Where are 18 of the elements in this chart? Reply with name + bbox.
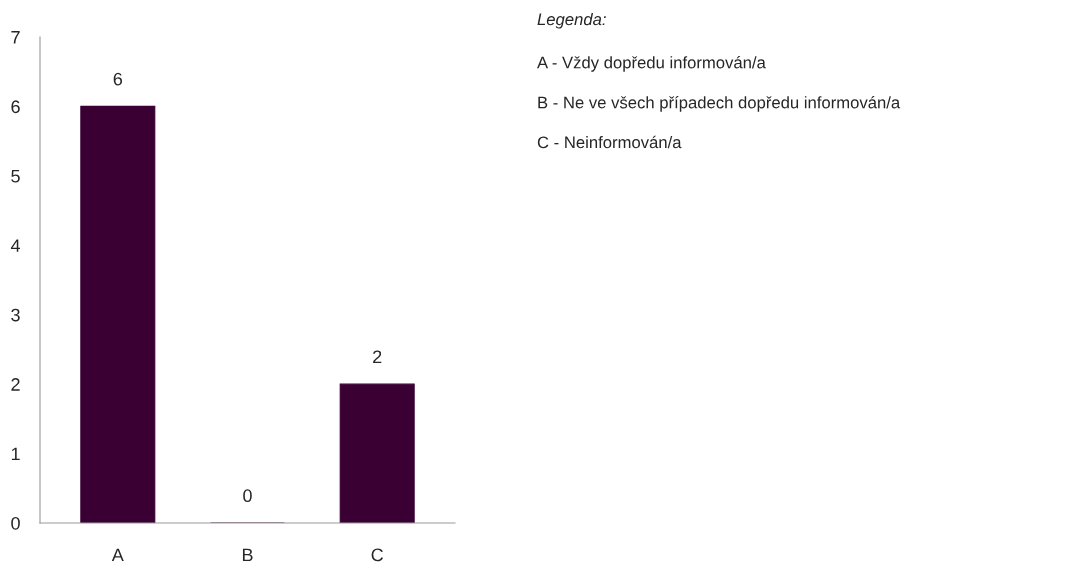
- y-tick-label: 2: [11, 378, 20, 391]
- y-tick-label: 5: [11, 169, 20, 183]
- text: C - Neinformován/a: [537, 135, 682, 149]
- x-tick-label: A: [111, 548, 124, 562]
- text: B - Ne ve všech případech dopředu informován/a: [538, 96, 901, 112]
- x-tick-label: B: [242, 548, 253, 562]
- y-tick-label: 7: [11, 31, 20, 44]
- y-tick-label: 0: [11, 516, 20, 530]
- data-label: 6: [113, 72, 123, 86]
- y-tick-label: 3: [11, 308, 20, 322]
- data-label: 2: [373, 350, 382, 364]
- y-tick-label: 1: [11, 447, 20, 461]
- x-tick-label: C: [371, 548, 384, 562]
- y-tick-label: 4: [10, 239, 21, 252]
- data-label: 0: [243, 489, 252, 503]
- y-tick-label: 6: [11, 100, 20, 114]
- text: A - Vždy dopředu informován/a: [537, 56, 766, 72]
- text: Legenda:: [537, 13, 606, 29]
